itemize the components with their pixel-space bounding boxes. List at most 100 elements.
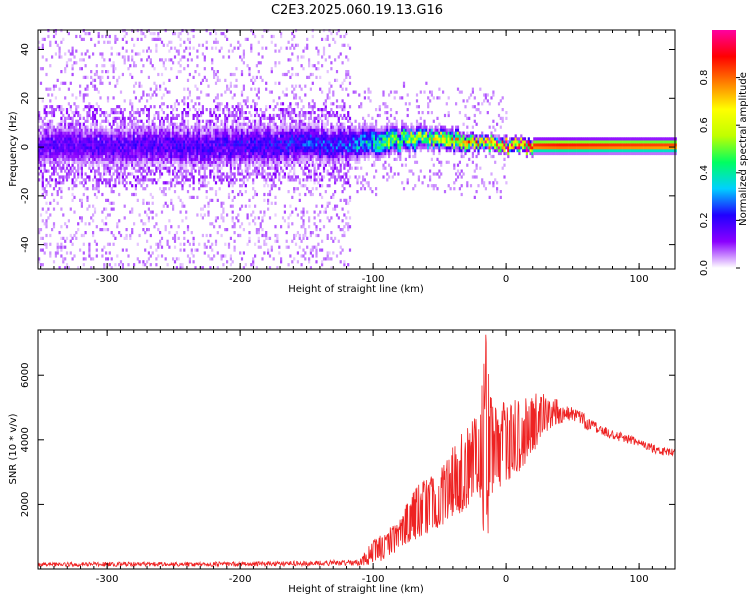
- spectrogram-cell: [138, 140, 141, 144]
- spectrogram-cell: [56, 163, 59, 167]
- spectrogram-cell: [185, 131, 188, 135]
- spectrogram-cell: [54, 108, 57, 112]
- spectrogram-cell: [125, 32, 128, 36]
- spectrogram-cell: [205, 166, 208, 170]
- spectrogram-cell: [291, 151, 294, 156]
- spectrogram-cell: [334, 157, 337, 161]
- spectrogram-cell: [123, 204, 126, 208]
- spectrogram-cell: [218, 49, 221, 53]
- spectrogram-cell: [60, 125, 63, 129]
- spectrogram-cell: [168, 149, 171, 153]
- spectrogram-cell: [62, 137, 65, 141]
- spectrogram-cell: [261, 143, 264, 147]
- spectrogram-cell: [328, 251, 331, 255]
- spectrogram-cell: [213, 172, 216, 176]
- spectrogram-cell: [313, 111, 316, 115]
- spectrogram-cell: [173, 245, 177, 249]
- spectrogram-cell: [162, 160, 165, 164]
- spectrogram-cell: [265, 128, 268, 132]
- spectrogram-cell: [339, 122, 342, 126]
- spectrogram-cell: [133, 64, 136, 68]
- spectrogram-cell: [244, 122, 247, 126]
- spectrogram-cell: [203, 213, 206, 217]
- spectrogram-cell: [343, 140, 346, 144]
- spectrogram-cell: [151, 64, 154, 68]
- spectrogram-cell: [168, 160, 171, 164]
- spectrogram-cell: [164, 67, 167, 71]
- spectrogram-cell: [348, 154, 352, 159]
- spectrogram-cell: [47, 157, 50, 161]
- spectrogram-cell: [280, 125, 283, 129]
- spectrogram-cell: [315, 248, 318, 252]
- spectrogram-cell: [293, 190, 296, 194]
- spectrogram-cell: [315, 260, 318, 264]
- spectrogram-cell: [250, 49, 253, 53]
- spectrogram-cell: [209, 187, 212, 191]
- spectrogram-cell: [82, 58, 85, 62]
- spectrogram-cell: [356, 166, 359, 170]
- spectrogram-cell: [131, 128, 134, 132]
- spectrogram-cell: [315, 125, 318, 129]
- spectrogram-cell: [86, 119, 89, 123]
- spectrogram-cell: [348, 146, 352, 150]
- spectrogram-cell: [153, 160, 156, 164]
- spectrogram-cell: [82, 184, 85, 188]
- spectrogram-cell: [149, 169, 152, 173]
- spectrogram-cell: [296, 231, 299, 235]
- spectrogram-cell: [95, 254, 98, 258]
- spectrogram-cell: [348, 166, 352, 170]
- spectrogram-cell: [142, 228, 145, 232]
- spectrogram-cell: [222, 137, 225, 141]
- spectrogram-cell: [283, 72, 286, 77]
- spectrogram-cell: [224, 242, 227, 246]
- spectrogram-cell: [302, 172, 305, 176]
- spectrogram-cell: [211, 134, 214, 138]
- spectrogram-cell: [39, 160, 43, 164]
- spectrogram-cell: [101, 70, 104, 74]
- spectrogram-cell: [177, 32, 180, 36]
- spectrogram-cell: [319, 248, 322, 252]
- spectrogram-cell: [75, 108, 78, 112]
- spectrogram-cell: [64, 116, 67, 120]
- spectrogram-cell: [367, 154, 370, 159]
- spectrogram-cell: [90, 257, 93, 261]
- spectrogram-cell: [330, 146, 333, 150]
- spectrogram-cell: [86, 187, 89, 191]
- spectrogram-cell: [337, 131, 340, 135]
- spectrogram-cell: [226, 154, 229, 159]
- spectrogram-cell: [227, 151, 231, 156]
- spectrogram-cell: [38, 119, 41, 123]
- spectrogram-cell: [151, 201, 154, 205]
- spectrogram-cell: [218, 128, 221, 132]
- spectrogram-cell: [121, 55, 124, 59]
- spectrogram-cell: [62, 146, 65, 150]
- spectrogram-cell: [147, 46, 150, 50]
- spectrogram-cell: [278, 137, 281, 141]
- spectrogram-cell: [294, 143, 298, 147]
- spectrogram-cell: [45, 160, 48, 164]
- spectrogram-cell: [246, 131, 249, 135]
- spectrogram-cell: [280, 108, 283, 112]
- spectrogram-cell: [205, 149, 208, 153]
- spectrogram-cell: [362, 140, 365, 144]
- spectrogram-cell: [95, 184, 98, 188]
- spectrogram-cell: [155, 169, 158, 173]
- spectrogram-cell: [304, 116, 307, 120]
- spectrogram-cell: [160, 210, 164, 214]
- spectrogram-cell: [118, 192, 121, 197]
- spectrogram-cell: [356, 154, 359, 159]
- spectrogram-cell: [92, 140, 95, 144]
- spectrogram-cell: [39, 131, 43, 135]
- spectrogram-cell: [64, 257, 67, 261]
- spectrogram-cell: [211, 163, 214, 167]
- spectrogram-cell: [166, 149, 169, 153]
- spectrogram-cell: [298, 128, 301, 132]
- spectrogram-cell: [293, 111, 296, 115]
- spectrogram-cell: [332, 239, 335, 243]
- spectrogram-cell: [226, 119, 229, 123]
- spectrogram-cell: [186, 225, 190, 229]
- spectrogram-cell: [214, 192, 218, 197]
- spectrogram-cell: [160, 96, 164, 100]
- spectrogram-cell: [93, 157, 97, 161]
- spectrogram-cell: [322, 113, 326, 118]
